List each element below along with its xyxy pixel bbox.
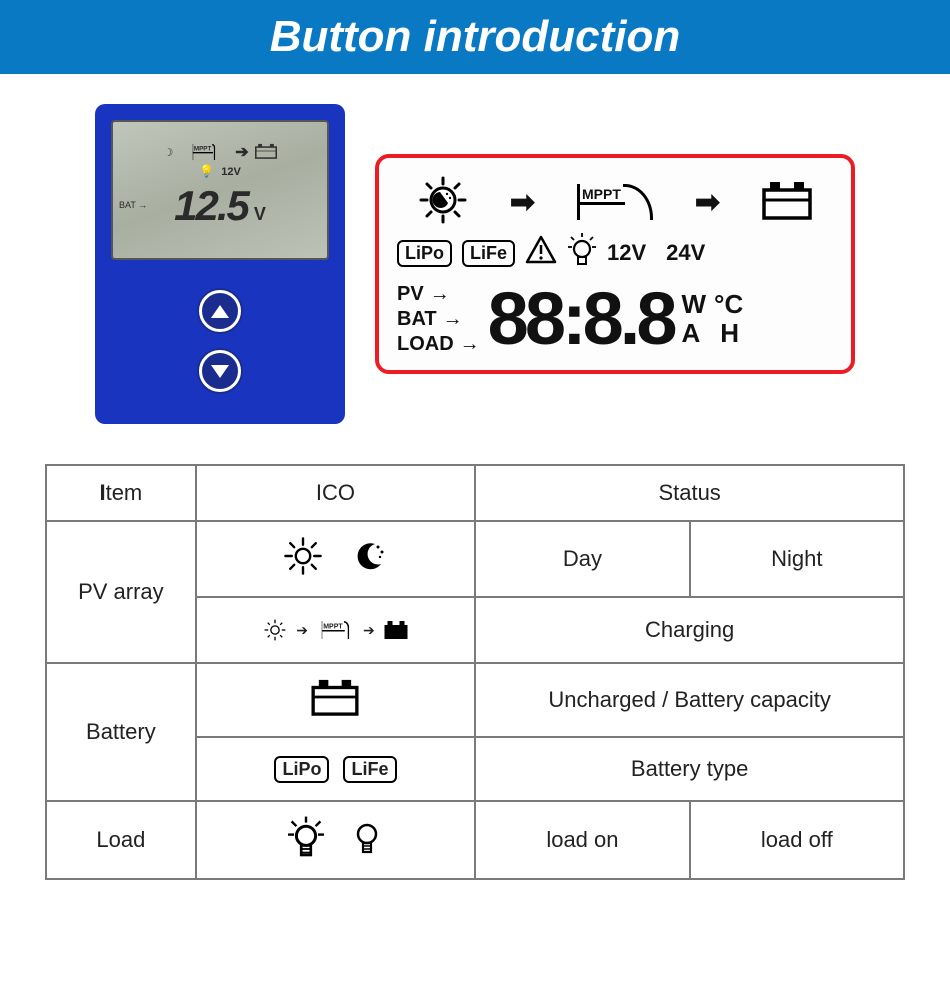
item-pv: PV array — [46, 521, 196, 663]
device-lcd: ☽ MPPT ➔ 💡 12V BAT → 12.5 V — [111, 120, 329, 260]
bulb-off-icon — [352, 816, 382, 864]
col-status: Status — [475, 465, 904, 521]
device-panel: ☽ MPPT ➔ 💡 12V BAT → 12.5 V — [95, 104, 345, 424]
status-charging: Charging — [475, 597, 904, 663]
bulb-on-icon — [288, 816, 324, 864]
unit-c: °C — [714, 290, 743, 319]
unit-a: A — [682, 319, 701, 348]
v24-label: 24V — [666, 240, 705, 266]
arrow-icon: ➡ — [510, 185, 535, 220]
sun-moon-icon — [418, 175, 468, 230]
lcd-unit: V — [254, 204, 266, 225]
bulb-icon — [567, 233, 597, 273]
status-uncharged: Uncharged / Battery capacity — [475, 663, 904, 737]
status-load-on: load on — [475, 801, 689, 879]
voltage-mode: 12V — [221, 166, 241, 178]
up-button[interactable] — [199, 290, 241, 332]
life-chip: LiFe — [343, 756, 396, 783]
v12-label: 12V — [607, 240, 646, 266]
status-day: Day — [475, 521, 689, 597]
item-battery: Battery — [46, 663, 196, 801]
status-night: Night — [690, 521, 904, 597]
reference-table: Item ICO Status PV array Day Night ➔ MPP… — [45, 464, 905, 880]
lcd-callout: ➡ MPPT ➡ LiPo LiFe 12V 24V — [375, 154, 855, 374]
moon-icon — [351, 538, 387, 580]
arrow-icon: ➡ — [695, 185, 720, 220]
battery-icon — [255, 143, 277, 161]
header-title: Button introduction — [270, 12, 681, 61]
page-header: Button introduction — [0, 0, 950, 74]
battery-icon — [762, 180, 812, 225]
down-button[interactable] — [199, 350, 241, 392]
life-chip: LiFe — [462, 240, 515, 267]
lipo-chip: LiPo — [274, 756, 329, 783]
col-item: Item — [46, 465, 196, 521]
top-section: ☽ MPPT ➔ 💡 12V BAT → 12.5 V — [0, 74, 950, 454]
mppt-icon: MPPT — [577, 184, 653, 220]
mppt-label: MPPT — [193, 145, 213, 154]
item-load: Load — [46, 801, 196, 879]
sun-icon — [283, 536, 323, 582]
warning-icon — [525, 235, 557, 271]
seven-seg-display: 88:8.8 — [488, 282, 674, 356]
pv-label: PV — [397, 283, 424, 306]
status-load-off: load off — [690, 801, 904, 879]
bulb-icon: 💡 — [199, 164, 214, 178]
col-ico: ICO — [196, 465, 476, 521]
status-batt-type: Battery type — [475, 737, 904, 801]
unit-h: H — [720, 319, 739, 348]
bat-label: BAT — [397, 308, 437, 331]
lcd-value: 12.5 — [174, 182, 248, 230]
unit-w: W — [682, 290, 707, 319]
load-label: LOAD — [397, 333, 454, 356]
battery-icon — [311, 696, 359, 721]
lipo-chip: LiPo — [397, 240, 452, 267]
